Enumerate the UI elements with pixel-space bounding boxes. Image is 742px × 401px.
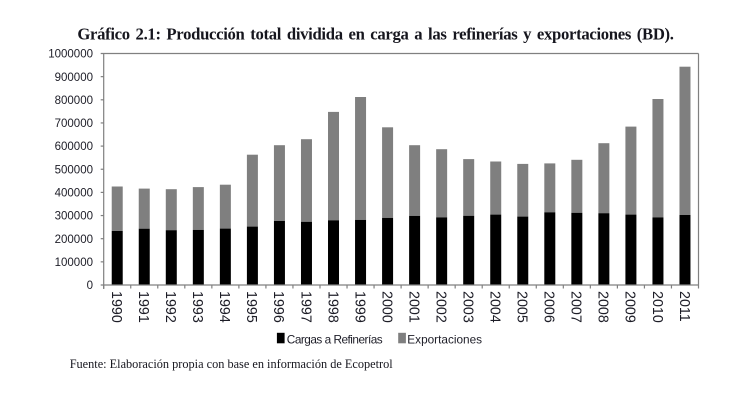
svg-text:300000: 300000 (55, 211, 93, 223)
svg-text:Cargas a Refinerías: Cargas a Refinerías (287, 332, 383, 346)
svg-text:800000: 800000 (55, 95, 93, 107)
svg-text:1993: 1993 (189, 291, 205, 323)
svg-text:Gráfico 2.1: Producción total: Gráfico 2.1: Producción total dividida e… (77, 25, 673, 44)
svg-text:1995: 1995 (243, 291, 259, 323)
svg-text:2010: 2010 (649, 291, 665, 323)
svg-text:2000: 2000 (378, 291, 394, 323)
svg-text:100000: 100000 (55, 257, 93, 269)
svg-text:Exportaciones: Exportaciones (407, 332, 482, 346)
svg-text:2008: 2008 (595, 291, 611, 323)
svg-text:900000: 900000 (55, 72, 93, 84)
svg-text:1999: 1999 (351, 291, 367, 323)
svg-text:2006: 2006 (541, 291, 557, 323)
svg-text:1998: 1998 (324, 291, 340, 323)
svg-text:2003: 2003 (459, 291, 475, 323)
svg-text:1994: 1994 (216, 291, 232, 323)
svg-text:2001: 2001 (405, 291, 421, 323)
svg-text:0: 0 (87, 280, 93, 292)
svg-text:1000000: 1000000 (48, 49, 93, 61)
svg-text:1997: 1997 (297, 291, 313, 323)
svg-text:2002: 2002 (432, 291, 448, 323)
svg-text:1992: 1992 (162, 291, 178, 323)
svg-text:2007: 2007 (568, 291, 584, 323)
svg-text:1990: 1990 (108, 291, 124, 323)
svg-text:1996: 1996 (270, 291, 286, 323)
svg-text:1991: 1991 (135, 291, 151, 323)
svg-text:2011: 2011 (676, 291, 692, 322)
svg-text:2004: 2004 (487, 291, 503, 323)
svg-text:600000: 600000 (55, 141, 93, 153)
svg-text:2009: 2009 (622, 291, 638, 323)
svg-text:500000: 500000 (55, 164, 93, 176)
svg-text:700000: 700000 (55, 118, 93, 130)
svg-text:Fuente: Elaboración propia con: Fuente: Elaboración propia con base en i… (70, 357, 394, 371)
svg-text:2005: 2005 (514, 291, 530, 323)
svg-text:200000: 200000 (55, 234, 93, 246)
svg-text:400000: 400000 (55, 188, 93, 200)
